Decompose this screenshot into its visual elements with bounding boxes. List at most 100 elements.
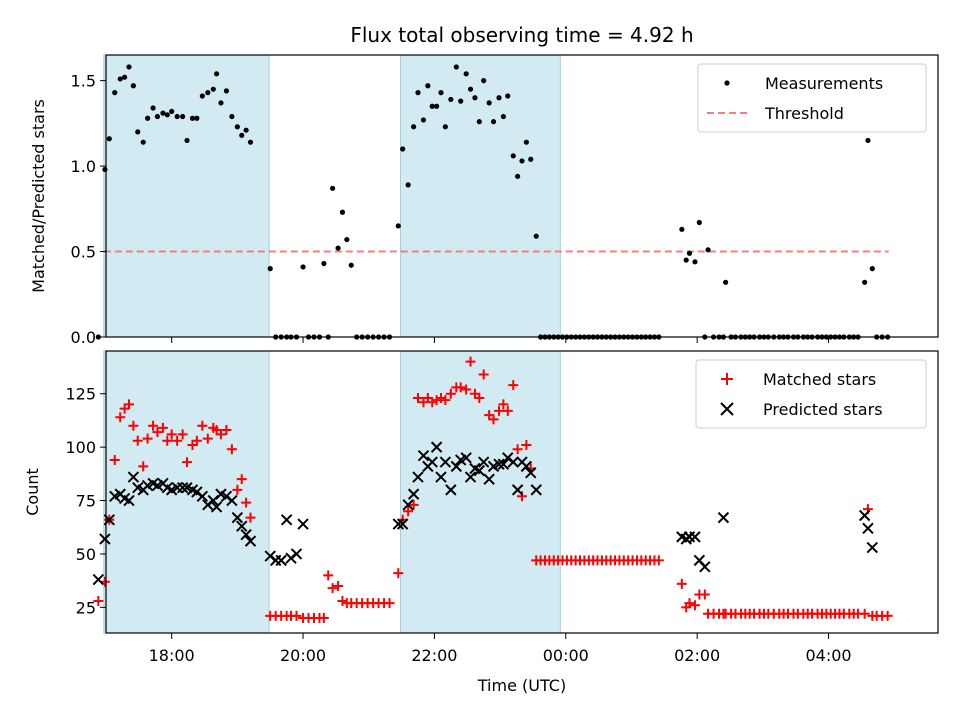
matched-star-point xyxy=(653,555,664,566)
matched-star-point xyxy=(232,484,243,495)
measurement-point xyxy=(184,137,190,144)
measurement-point xyxy=(519,158,525,164)
measurement-point xyxy=(106,136,112,142)
measurement-point xyxy=(420,117,427,123)
predicted-star-point xyxy=(196,490,209,502)
matched-star-point xyxy=(172,435,183,446)
predicted-star-point xyxy=(430,441,443,453)
matched-star-point xyxy=(403,506,414,517)
top-legend-box xyxy=(697,63,927,133)
predicted-star-point xyxy=(210,501,223,513)
measurement-point xyxy=(344,236,350,243)
matched-star-point xyxy=(455,382,466,393)
predicted-star-point xyxy=(689,531,701,543)
legend-threshold-label: Threshold xyxy=(764,104,844,123)
measurement-point xyxy=(213,71,220,77)
matched-star-point xyxy=(445,388,456,399)
matched-star-point xyxy=(699,589,710,600)
matched-star-point xyxy=(498,399,509,410)
matched-star-point xyxy=(384,598,395,609)
matched-star-point xyxy=(157,422,168,433)
measurement-point xyxy=(218,100,224,106)
measurement-point xyxy=(126,64,132,70)
matched-star-point xyxy=(440,395,451,406)
matched-star-point xyxy=(413,393,423,403)
x-tick-label: 02:00 xyxy=(674,646,720,665)
y-tick-label: 125 xyxy=(65,385,96,404)
matched-star-point xyxy=(191,435,202,446)
predicted-star-point xyxy=(92,573,105,586)
measurement-point xyxy=(210,86,216,92)
predicted-star-point xyxy=(240,529,252,541)
matched-star-point xyxy=(408,499,419,510)
predicted-star-point xyxy=(123,494,135,507)
matched-star-point xyxy=(474,393,485,403)
predicted-star-point xyxy=(231,511,244,524)
legend-predicted-label: Predicted stars xyxy=(763,400,883,419)
measurement-point xyxy=(415,90,421,96)
matched-star-point xyxy=(245,512,256,523)
bottom-legend-box xyxy=(695,359,927,429)
predicted-star-point xyxy=(176,482,189,494)
matched-star-point xyxy=(318,613,329,624)
measurement-point xyxy=(486,100,492,106)
top-axes-frame xyxy=(105,54,939,338)
measurement-point xyxy=(229,113,235,120)
legend-measurements-marker xyxy=(724,80,730,86)
predicted-star-point xyxy=(226,494,238,507)
bottom-axes-frame xyxy=(105,350,939,634)
matched-star-point xyxy=(859,608,870,619)
measurement-point xyxy=(862,279,868,285)
measurement-point xyxy=(463,71,469,77)
top-legend: Measurements Threshold xyxy=(697,63,927,133)
matched-star-point xyxy=(166,429,177,440)
matched-star-point xyxy=(115,412,126,423)
measurement-point xyxy=(438,90,444,96)
y-tick-label: 0.0 xyxy=(71,328,96,347)
predicted-star-point xyxy=(866,541,879,554)
matched-star-point xyxy=(226,444,237,455)
matched-star-point xyxy=(182,457,193,468)
measurement-point xyxy=(458,98,464,104)
matched-star-point xyxy=(123,399,134,410)
measurement-point xyxy=(679,226,685,232)
measurement-point xyxy=(453,64,459,70)
predicted-star-point xyxy=(460,452,472,464)
measurement-point xyxy=(300,264,306,270)
matched-star-point xyxy=(109,454,120,465)
top-shaded-regions xyxy=(103,54,561,338)
measurement-point xyxy=(194,115,200,121)
measurement-point xyxy=(515,173,521,179)
measurement-point xyxy=(145,115,151,121)
measurement-point xyxy=(865,137,871,144)
predicted-star-point xyxy=(244,535,257,547)
matched-star-point xyxy=(521,440,532,450)
predicted-star-point xyxy=(493,458,505,470)
measurement-point xyxy=(434,103,440,109)
predicted-star-point xyxy=(520,460,533,473)
measurement-point xyxy=(243,127,249,133)
matched-star-point xyxy=(508,380,519,391)
measurement-point xyxy=(234,124,240,130)
legend-matched-label: Matched stars xyxy=(763,370,876,389)
matched-star-point xyxy=(323,570,334,581)
matched-star-point xyxy=(512,444,523,455)
predicted-star-point xyxy=(683,531,696,543)
x-tick-label: 22:00 xyxy=(411,646,457,665)
matched-star-point xyxy=(215,429,226,440)
bottom-points xyxy=(92,356,893,624)
measurement-point xyxy=(467,86,474,92)
measurement-point xyxy=(429,103,435,109)
y-tick-label: 0.5 xyxy=(71,243,96,262)
predicted-star-point xyxy=(511,484,524,496)
predicted-star-point xyxy=(396,518,409,530)
measurement-point xyxy=(150,105,156,111)
bottom-panel: 25 50 75 100 125 18:00 20:00 22:00 00:00 02:00 04… xyxy=(23,350,939,695)
measurement-point xyxy=(476,119,482,125)
measurement-point xyxy=(160,110,166,116)
predicted-star-point xyxy=(497,458,510,470)
predicted-star-point xyxy=(530,484,542,496)
predicted-star-point xyxy=(699,561,711,573)
measurement-point xyxy=(330,185,336,191)
measurement-point xyxy=(189,115,196,121)
